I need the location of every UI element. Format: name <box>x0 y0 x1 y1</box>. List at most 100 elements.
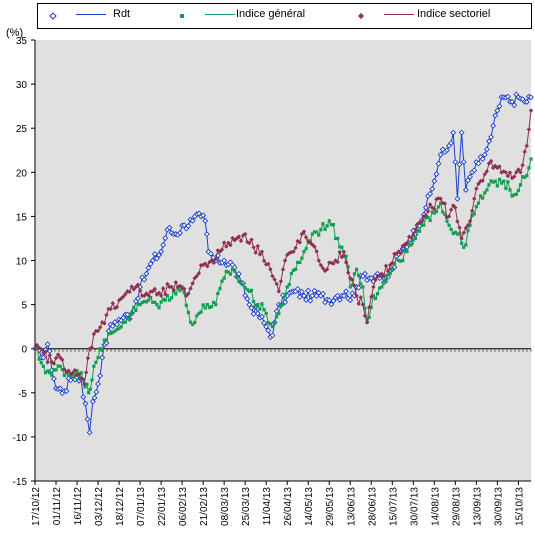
series-point <box>481 196 485 200</box>
series-point <box>83 385 87 389</box>
series-point <box>251 299 256 304</box>
series-point <box>142 299 146 303</box>
series-point <box>195 314 199 318</box>
series-point <box>147 260 154 267</box>
series-point <box>352 283 357 288</box>
series-point <box>312 244 317 249</box>
series-point <box>357 273 361 278</box>
series-point <box>504 186 508 190</box>
legend-swatch-indice-sectoriel <box>384 14 414 15</box>
series-point <box>89 345 94 350</box>
series-point <box>197 311 201 316</box>
series-point <box>323 227 327 232</box>
series-point <box>67 373 71 377</box>
series-point <box>283 293 287 297</box>
series-point <box>109 331 113 336</box>
series-point <box>146 298 151 302</box>
series-point <box>177 283 183 289</box>
series-point <box>220 279 224 283</box>
series-point <box>429 185 436 192</box>
series-point <box>207 259 212 265</box>
series-point <box>405 250 409 254</box>
series-point <box>335 259 340 265</box>
series-point <box>199 310 203 314</box>
series-point <box>378 286 382 290</box>
series-point <box>522 149 527 155</box>
series-point <box>86 391 91 395</box>
series-point <box>381 273 387 279</box>
x-tick-label: 17/10/12 <box>31 487 42 526</box>
series-point <box>445 219 449 223</box>
series-point <box>520 162 525 168</box>
series-point <box>56 364 60 368</box>
series-point <box>301 229 307 234</box>
series-point <box>344 254 348 258</box>
series-point <box>216 291 220 296</box>
series-point <box>436 205 441 209</box>
series-point <box>486 138 492 145</box>
series-point <box>193 320 197 325</box>
series-point <box>294 286 301 293</box>
series-point <box>96 356 100 360</box>
series-point <box>324 267 330 272</box>
series-point <box>143 270 150 277</box>
y-tick-label: 30 <box>16 80 28 91</box>
series-point <box>275 315 279 319</box>
series-point <box>287 283 291 287</box>
series-point <box>319 228 323 232</box>
series-point <box>441 210 445 214</box>
series-point <box>516 167 521 172</box>
series-point <box>121 294 126 299</box>
series-point <box>235 275 239 279</box>
series-point <box>463 225 469 231</box>
series-point <box>153 255 160 262</box>
series-point <box>201 303 205 307</box>
series-point <box>299 231 305 237</box>
series-point <box>203 231 210 238</box>
series-point <box>481 151 488 158</box>
series-point <box>297 240 303 245</box>
series-point <box>390 267 394 271</box>
series-point <box>43 349 48 355</box>
x-tick-label: 29/05/13 <box>325 487 336 526</box>
series-point <box>346 265 350 269</box>
series-point <box>84 416 91 423</box>
series-point <box>211 260 216 266</box>
series-point <box>518 183 523 187</box>
series-point <box>428 218 432 222</box>
series-point <box>188 286 193 291</box>
series-point <box>296 260 300 265</box>
series-point <box>121 320 125 324</box>
series-point <box>97 372 104 379</box>
series-point <box>524 143 529 149</box>
series-point <box>62 373 67 377</box>
series-point <box>321 222 325 226</box>
series-point <box>309 292 316 299</box>
series-point <box>483 191 487 195</box>
y-tick-label: 5 <box>21 301 27 312</box>
series-point <box>146 293 151 298</box>
series-point <box>499 170 504 175</box>
series-point <box>496 103 503 110</box>
series-point <box>228 272 233 276</box>
series-point <box>520 175 525 179</box>
series-point <box>219 247 225 252</box>
series-point <box>153 300 157 304</box>
series-point <box>434 209 439 214</box>
series-point <box>50 373 54 377</box>
series-point <box>103 340 110 347</box>
series-point <box>265 327 272 334</box>
series-point <box>142 293 147 298</box>
series-point <box>461 230 466 236</box>
x-tick-label: 22/01/13 <box>157 487 168 526</box>
series-point <box>48 371 52 375</box>
series-point <box>505 173 511 179</box>
series-point <box>237 279 241 283</box>
series-point <box>488 134 495 140</box>
series-point <box>62 367 67 372</box>
y-tick-label: 35 <box>16 36 28 47</box>
series-point <box>448 207 454 212</box>
series-point <box>432 206 437 212</box>
x-tick-label: 25/03/13 <box>241 487 252 526</box>
series-point <box>363 306 367 311</box>
